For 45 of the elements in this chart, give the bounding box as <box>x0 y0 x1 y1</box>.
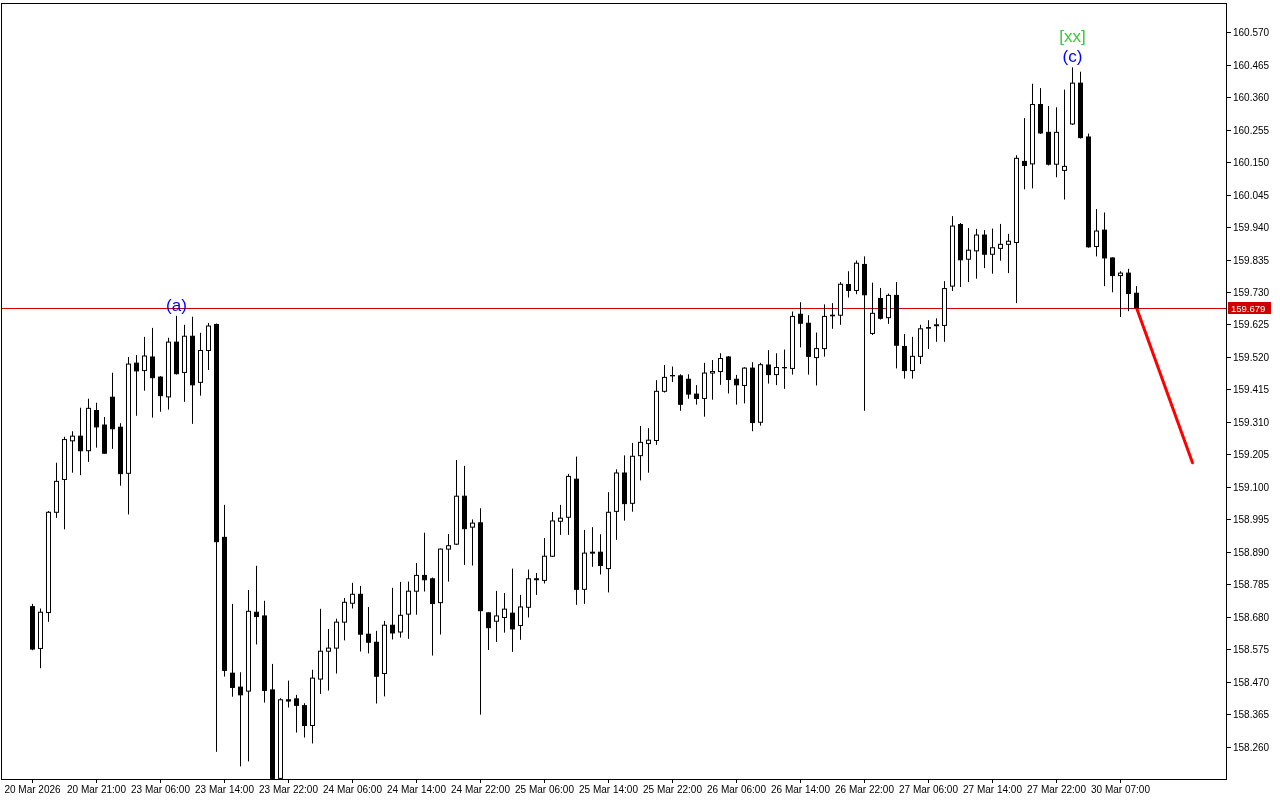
x-tick-label: 27 Mar 22:00 <box>1027 784 1087 795</box>
x-tick-label: 20 Mar 2026 <box>4 784 62 795</box>
x-tick-label: 24 Mar 06:00 <box>323 784 383 795</box>
y-tick-label: 159.310 <box>1233 417 1270 428</box>
x-tick-label: 25 Mar 06:00 <box>515 784 575 795</box>
y-tick-label: 158.470 <box>1233 677 1270 688</box>
y-tick-label: 158.365 <box>1233 709 1270 720</box>
x-tick-label: 25 Mar 22:00 <box>643 784 703 795</box>
annotation: (c) <box>1062 47 1083 67</box>
y-tick-label: 159.835 <box>1233 255 1270 266</box>
x-tick-label: 27 Mar 14:00 <box>963 784 1023 795</box>
y-tick-label: 158.785 <box>1233 579 1270 590</box>
x-tick-label: 26 Mar 14:00 <box>771 784 831 795</box>
x-tick-label: 26 Mar 22:00 <box>835 784 895 795</box>
y-tick-label: 160.150 <box>1233 157 1270 168</box>
y-tick-label: 160.255 <box>1233 125 1270 136</box>
x-tick-label: 24 Mar 14:00 <box>387 784 447 795</box>
x-tick-label: 23 Mar 06:00 <box>131 784 191 795</box>
y-tick-label: 158.995 <box>1233 514 1270 525</box>
x-tick-label: 24 Mar 22:00 <box>451 784 511 795</box>
y-tick-label: 158.575 <box>1233 644 1270 655</box>
y-tick-label: 159.415 <box>1233 384 1270 395</box>
y-tick-label: 160.465 <box>1233 60 1270 71</box>
ref-line-label: 159.679 <box>1231 302 1266 314</box>
x-tick-label: 26 Mar 06:00 <box>707 784 767 795</box>
y-tick-label: 158.680 <box>1233 612 1270 623</box>
x-tick-label: 27 Mar 06:00 <box>899 784 959 795</box>
y-tick-label: 158.260 <box>1233 742 1270 753</box>
x-tick-label: 23 Mar 14:00 <box>195 784 255 795</box>
y-tick-label: 160.360 <box>1233 92 1270 103</box>
x-tick-label: 25 Mar 14:00 <box>579 784 639 795</box>
y-tick-label: 159.940 <box>1233 222 1270 233</box>
y-tick-label: 159.625 <box>1233 319 1270 330</box>
x-tick-label: 30 Mar 07:00 <box>1091 784 1151 795</box>
y-tick-label: 158.890 <box>1233 547 1270 558</box>
y-tick-label: 159.520 <box>1233 352 1270 363</box>
y-tick-label: 160.045 <box>1233 190 1270 201</box>
y-tick-label: 159.205 <box>1233 449 1270 460</box>
candlestick <box>1118 271 1123 318</box>
x-tick-label: 23 Mar 22:00 <box>259 784 319 795</box>
x-tick-label: 20 Mar 21:00 <box>67 784 127 795</box>
y-tick-label: 159.100 <box>1233 482 1270 493</box>
y-tick-label: 159.730 <box>1233 287 1270 298</box>
annotation: [xx] <box>1059 27 1086 47</box>
y-tick-label: 160.570 <box>1233 27 1270 38</box>
